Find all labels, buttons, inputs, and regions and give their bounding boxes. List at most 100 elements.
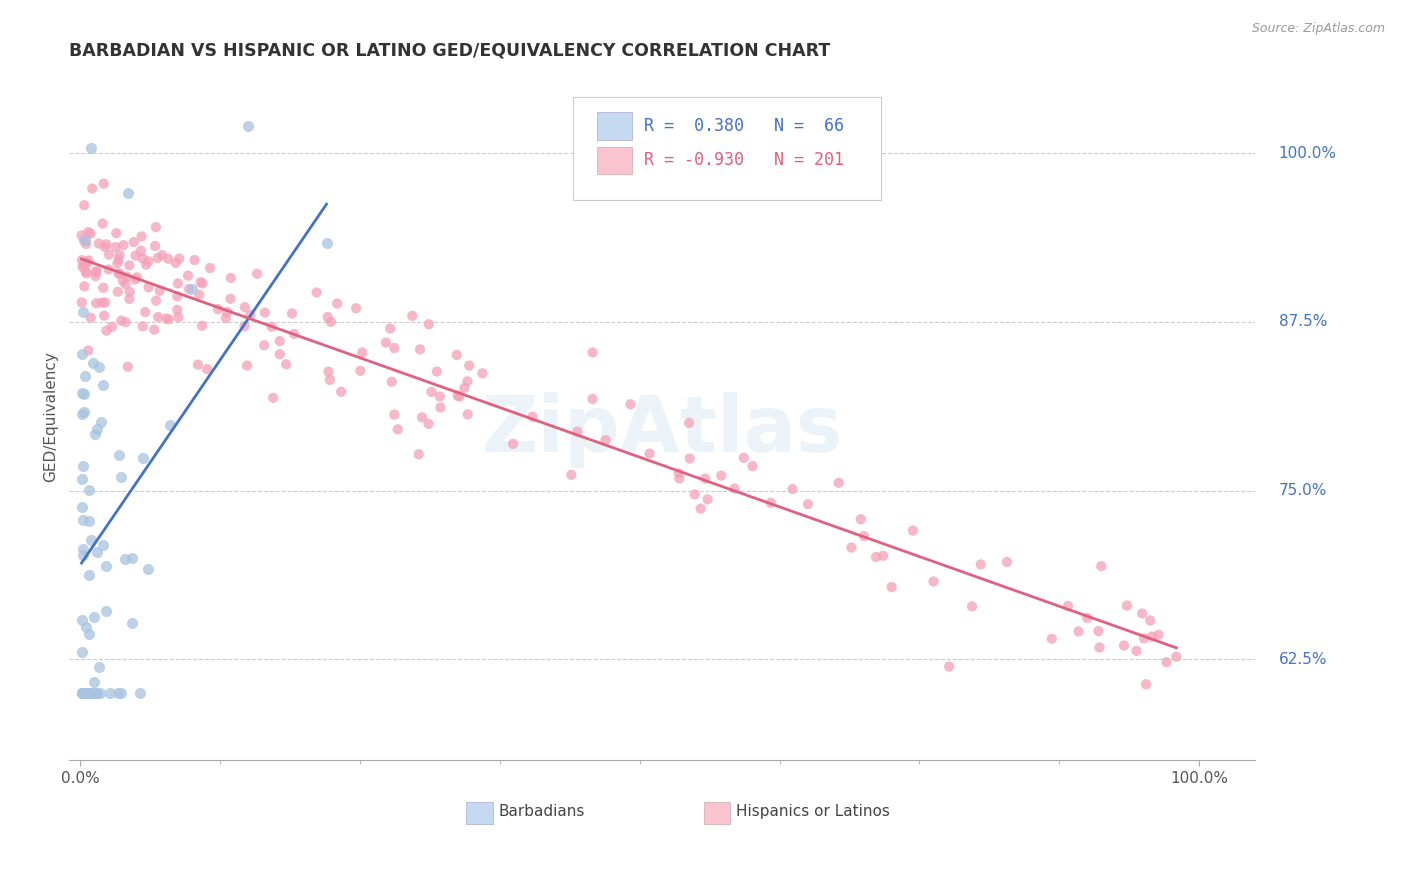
- Point: [107, 252, 129, 267]
- FancyBboxPatch shape: [703, 802, 730, 823]
- Point: [281, 306, 304, 320]
- Point: [84, 296, 107, 310]
- Point: [723, 482, 745, 496]
- Point: [77, 225, 100, 239]
- Point: [134, 305, 156, 319]
- Point: [253, 338, 276, 352]
- FancyBboxPatch shape: [574, 96, 882, 200]
- Point: [319, 373, 342, 387]
- Point: [217, 305, 239, 319]
- Point: [94, 558, 117, 573]
- Point: [76, 256, 98, 270]
- Point: [77, 568, 100, 582]
- Point: [111, 274, 134, 288]
- Point: [143, 323, 166, 337]
- Point: [129, 244, 152, 258]
- Point: [1140, 630, 1163, 644]
- Point: [938, 659, 960, 673]
- Point: [86, 686, 108, 700]
- Point: [1156, 655, 1178, 669]
- Point: [70, 407, 93, 421]
- Point: [166, 302, 188, 317]
- Point: [107, 266, 129, 280]
- Point: [262, 391, 284, 405]
- Point: [167, 277, 190, 291]
- Point: [190, 275, 212, 289]
- Text: ZipAtlas: ZipAtlas: [481, 392, 842, 468]
- Point: [79, 686, 101, 700]
- Point: [131, 229, 153, 244]
- Point: [195, 362, 218, 376]
- Point: [219, 271, 242, 285]
- Point: [380, 321, 402, 335]
- Point: [1067, 624, 1090, 639]
- Text: R =  0.380   N =  66: R = 0.380 N = 66: [644, 117, 845, 135]
- Point: [145, 220, 167, 235]
- Point: [236, 359, 259, 373]
- Point: [83, 675, 105, 690]
- Text: BARBADIAN VS HISPANIC OR LATINO GED/EQUIVALENCY CORRELATION CHART: BARBADIAN VS HISPANIC OR LATINO GED/EQUI…: [69, 42, 831, 60]
- Point: [75, 369, 97, 384]
- Point: [121, 615, 143, 630]
- Point: [305, 285, 328, 300]
- Point: [114, 552, 136, 566]
- Point: [122, 235, 145, 249]
- Point: [471, 367, 494, 381]
- Point: [82, 181, 104, 195]
- Point: [117, 359, 139, 374]
- Point: [129, 686, 152, 700]
- Point: [1147, 628, 1170, 642]
- Point: [1076, 611, 1098, 625]
- Point: [409, 343, 432, 357]
- Point: [246, 267, 269, 281]
- Point: [70, 295, 93, 310]
- Point: [79, 686, 101, 700]
- Text: Source: ZipAtlas.com: Source: ZipAtlas.com: [1251, 22, 1385, 36]
- Point: [741, 459, 763, 474]
- Point: [89, 686, 111, 700]
- Point: [149, 284, 172, 298]
- Point: [638, 446, 661, 460]
- Point: [502, 437, 524, 451]
- Point: [1087, 624, 1109, 639]
- Point: [91, 217, 114, 231]
- Point: [84, 426, 107, 441]
- Point: [449, 390, 471, 404]
- Point: [70, 347, 93, 361]
- FancyBboxPatch shape: [467, 802, 492, 823]
- Point: [75, 255, 97, 269]
- Point: [420, 384, 443, 399]
- Point: [72, 258, 94, 272]
- Point: [107, 686, 129, 700]
- Point: [70, 686, 93, 700]
- Point: [872, 549, 894, 563]
- Point: [411, 410, 433, 425]
- Y-axis label: GED/Equivalency: GED/Equivalency: [44, 351, 58, 482]
- Point: [157, 312, 180, 326]
- Text: 75.0%: 75.0%: [1278, 483, 1327, 498]
- Point: [797, 497, 820, 511]
- Point: [94, 603, 117, 617]
- Point: [82, 686, 104, 700]
- Point: [72, 305, 94, 319]
- Point: [238, 120, 260, 134]
- Point: [124, 272, 146, 286]
- Point: [84, 269, 107, 284]
- Point: [145, 293, 167, 308]
- Point: [187, 358, 209, 372]
- Point: [77, 343, 100, 358]
- Point: [98, 247, 121, 261]
- Point: [207, 301, 229, 316]
- Point: [91, 378, 114, 392]
- Point: [198, 260, 221, 275]
- Point: [269, 334, 291, 348]
- Point: [75, 620, 97, 634]
- Point: [426, 364, 449, 378]
- Point: [72, 260, 94, 274]
- Point: [97, 262, 120, 277]
- Point: [1166, 649, 1188, 664]
- Point: [121, 550, 143, 565]
- Point: [70, 385, 93, 400]
- Point: [1130, 607, 1153, 621]
- Point: [316, 310, 339, 324]
